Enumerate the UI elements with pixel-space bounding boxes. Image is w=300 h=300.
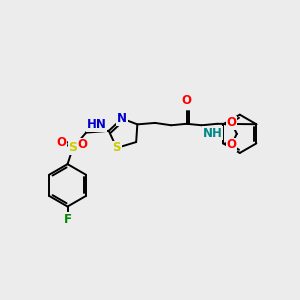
Text: F: F — [64, 213, 72, 226]
Text: O: O — [226, 138, 236, 151]
Text: HN: HN — [87, 118, 106, 131]
Text: O: O — [77, 139, 87, 152]
Text: O: O — [182, 94, 191, 107]
Text: N: N — [117, 112, 127, 125]
Text: S: S — [68, 141, 77, 154]
Text: S: S — [112, 141, 121, 154]
Text: NH: NH — [203, 127, 223, 140]
Text: O: O — [226, 116, 236, 129]
Text: O: O — [57, 136, 67, 149]
